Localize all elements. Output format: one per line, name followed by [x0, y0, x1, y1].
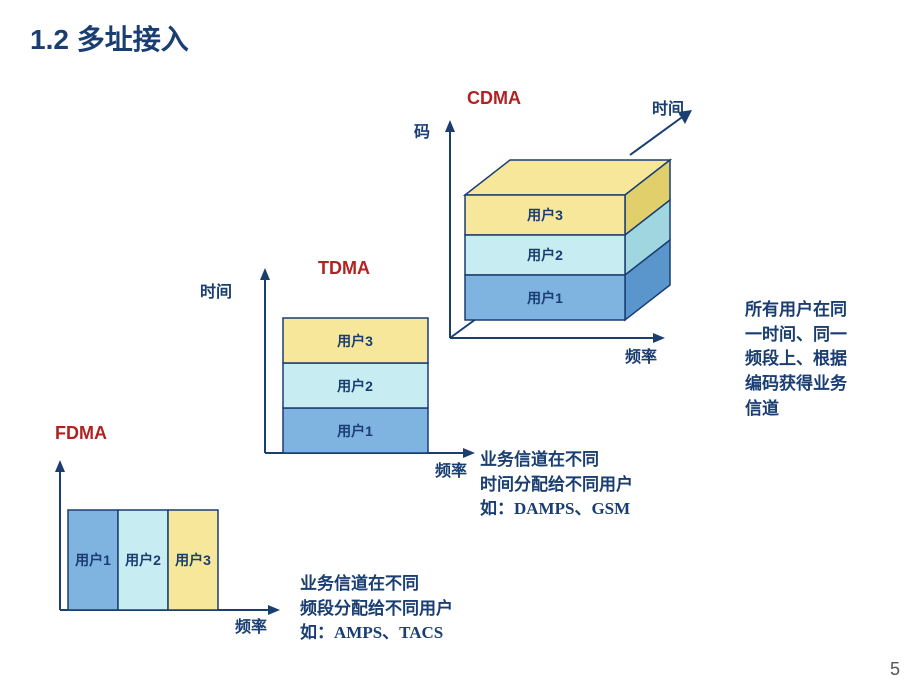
page-number: 5: [890, 659, 900, 680]
fdma-x-axis-label: 频率: [235, 617, 267, 636]
cdma-description: 所有用户在同一时间、同一频段上、根据编码获得业务信道: [745, 298, 895, 421]
cdma-user3-label: 用户3: [527, 207, 563, 223]
cdma-y-axis-label: 码: [414, 118, 430, 142]
cdma-z-axis-label: 时间: [652, 95, 684, 119]
cdma-title: CDMA: [467, 88, 521, 109]
fdma-user3-label: 用户3: [175, 552, 211, 568]
fdma-description: 业务信道在不同频段分配给不同用户如：AMPS、TACS: [300, 572, 510, 646]
tdma-user3-label: 用户3: [337, 333, 373, 349]
tdma-user2-label: 用户2: [337, 378, 373, 394]
cdma-user2-label: 用户2: [527, 247, 563, 263]
fdma-user2-label: 用户2: [125, 552, 161, 568]
tdma-x-axis-label: 频率: [435, 461, 467, 480]
fdma-title: FDMA: [55, 423, 107, 444]
slide-title: 1.2 多址接入: [30, 18, 189, 58]
cdma-diagram: 用户3 用户2 用户1 频率: [400, 90, 740, 370]
tdma-title: TDMA: [318, 258, 370, 279]
tdma-description: 业务信道在不同时间分配给不同用户如：DAMPS、GSM: [480, 448, 700, 522]
tdma-y-axis-label: 时间: [200, 278, 232, 302]
tdma-user1-label: 用户1: [337, 423, 373, 439]
cdma-x-axis-label: 频率: [625, 347, 657, 366]
cdma-user1-label: 用户1: [527, 290, 563, 306]
fdma-user1-label: 用户1: [75, 552, 111, 568]
